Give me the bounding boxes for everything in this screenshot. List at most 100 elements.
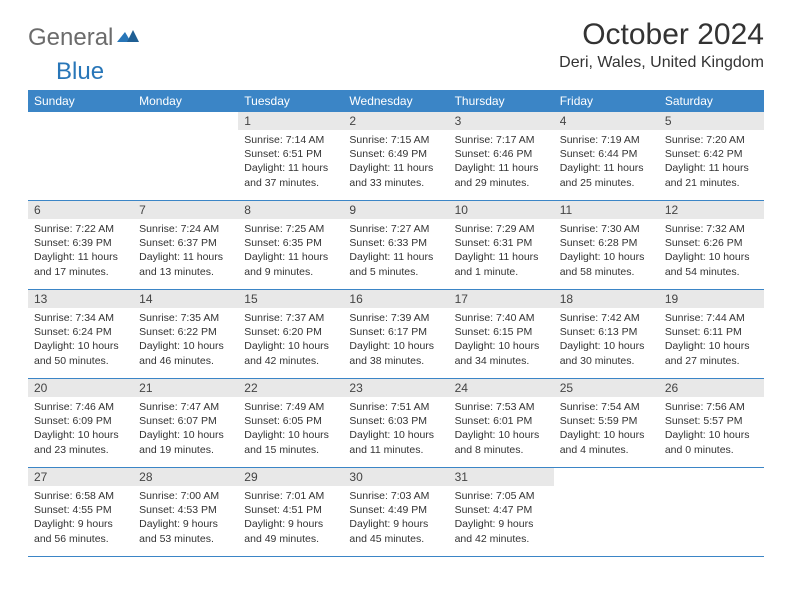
day-number: 6 — [28, 201, 133, 219]
day-details: Sunrise: 7:56 AMSunset: 5:57 PMDaylight:… — [659, 397, 764, 461]
day-number: 31 — [449, 468, 554, 486]
day-number: 24 — [449, 379, 554, 397]
day-details: Sunrise: 7:19 AMSunset: 6:44 PMDaylight:… — [554, 130, 659, 194]
dow-header-row: SundayMondayTuesdayWednesdayThursdayFrid… — [28, 90, 764, 112]
day-number: 28 — [133, 468, 238, 486]
day-number: 7 — [133, 201, 238, 219]
day-number: 22 — [238, 379, 343, 397]
day-details: Sunrise: 7:54 AMSunset: 5:59 PMDaylight:… — [554, 397, 659, 461]
day-number: 29 — [238, 468, 343, 486]
day-number: 11 — [554, 201, 659, 219]
calendar-grid: SundayMondayTuesdayWednesdayThursdayFrid… — [28, 90, 764, 557]
dow-cell: Saturday — [659, 90, 764, 112]
day-number: 12 — [659, 201, 764, 219]
day-number: 19 — [659, 290, 764, 308]
day-cell: 3Sunrise: 7:17 AMSunset: 6:46 PMDaylight… — [449, 112, 554, 200]
week-row: 27Sunrise: 6:58 AMSunset: 4:55 PMDayligh… — [28, 468, 764, 557]
day-number: 26 — [659, 379, 764, 397]
day-cell: . — [659, 468, 764, 556]
day-cell: 30Sunrise: 7:03 AMSunset: 4:49 PMDayligh… — [343, 468, 448, 556]
day-cell: . — [133, 112, 238, 200]
day-number: 17 — [449, 290, 554, 308]
day-number: 27 — [28, 468, 133, 486]
brand-flag-icon — [117, 28, 139, 49]
day-details: Sunrise: 7:05 AMSunset: 4:47 PMDaylight:… — [449, 486, 554, 550]
day-number: 4 — [554, 112, 659, 130]
day-cell: 19Sunrise: 7:44 AMSunset: 6:11 PMDayligh… — [659, 290, 764, 378]
dow-cell: Monday — [133, 90, 238, 112]
day-details: Sunrise: 7:29 AMSunset: 6:31 PMDaylight:… — [449, 219, 554, 283]
day-details: Sunrise: 7:44 AMSunset: 6:11 PMDaylight:… — [659, 308, 764, 372]
month-title: October 2024 — [559, 18, 764, 52]
day-cell: 29Sunrise: 7:01 AMSunset: 4:51 PMDayligh… — [238, 468, 343, 556]
day-details: Sunrise: 7:37 AMSunset: 6:20 PMDaylight:… — [238, 308, 343, 372]
day-cell: 14Sunrise: 7:35 AMSunset: 6:22 PMDayligh… — [133, 290, 238, 378]
day-cell: 10Sunrise: 7:29 AMSunset: 6:31 PMDayligh… — [449, 201, 554, 289]
week-row: 13Sunrise: 7:34 AMSunset: 6:24 PMDayligh… — [28, 290, 764, 379]
day-number: 13 — [28, 290, 133, 308]
day-cell: 18Sunrise: 7:42 AMSunset: 6:13 PMDayligh… — [554, 290, 659, 378]
day-cell: 7Sunrise: 7:24 AMSunset: 6:37 PMDaylight… — [133, 201, 238, 289]
day-number: 5 — [659, 112, 764, 130]
day-details: Sunrise: 6:58 AMSunset: 4:55 PMDaylight:… — [28, 486, 133, 550]
day-details: Sunrise: 7:03 AMSunset: 4:49 PMDaylight:… — [343, 486, 448, 550]
brand-part1: General — [28, 24, 113, 52]
day-cell: 27Sunrise: 6:58 AMSunset: 4:55 PMDayligh… — [28, 468, 133, 556]
day-number: 3 — [449, 112, 554, 130]
day-cell: 23Sunrise: 7:51 AMSunset: 6:03 PMDayligh… — [343, 379, 448, 467]
weeks-container: . . 1Sunrise: 7:14 AMSunset: 6:51 PMDayl… — [28, 112, 764, 557]
day-cell: 13Sunrise: 7:34 AMSunset: 6:24 PMDayligh… — [28, 290, 133, 378]
day-cell: 17Sunrise: 7:40 AMSunset: 6:15 PMDayligh… — [449, 290, 554, 378]
day-cell: 12Sunrise: 7:32 AMSunset: 6:26 PMDayligh… — [659, 201, 764, 289]
day-cell: 9Sunrise: 7:27 AMSunset: 6:33 PMDaylight… — [343, 201, 448, 289]
day-cell: 2Sunrise: 7:15 AMSunset: 6:49 PMDaylight… — [343, 112, 448, 200]
day-cell: 1Sunrise: 7:14 AMSunset: 6:51 PMDaylight… — [238, 112, 343, 200]
week-row: 6Sunrise: 7:22 AMSunset: 6:39 PMDaylight… — [28, 201, 764, 290]
day-cell: 22Sunrise: 7:49 AMSunset: 6:05 PMDayligh… — [238, 379, 343, 467]
day-cell: 4Sunrise: 7:19 AMSunset: 6:44 PMDaylight… — [554, 112, 659, 200]
brand-logo: General — [28, 18, 141, 52]
day-details: Sunrise: 7:32 AMSunset: 6:26 PMDaylight:… — [659, 219, 764, 283]
day-cell: 24Sunrise: 7:53 AMSunset: 6:01 PMDayligh… — [449, 379, 554, 467]
day-details: Sunrise: 7:14 AMSunset: 6:51 PMDaylight:… — [238, 130, 343, 194]
day-details: Sunrise: 7:47 AMSunset: 6:07 PMDaylight:… — [133, 397, 238, 461]
day-details: Sunrise: 7:22 AMSunset: 6:39 PMDaylight:… — [28, 219, 133, 283]
day-details: Sunrise: 7:46 AMSunset: 6:09 PMDaylight:… — [28, 397, 133, 461]
day-cell: 20Sunrise: 7:46 AMSunset: 6:09 PMDayligh… — [28, 379, 133, 467]
day-number: 10 — [449, 201, 554, 219]
day-cell: . — [554, 468, 659, 556]
day-cell: 28Sunrise: 7:00 AMSunset: 4:53 PMDayligh… — [133, 468, 238, 556]
day-cell: 16Sunrise: 7:39 AMSunset: 6:17 PMDayligh… — [343, 290, 448, 378]
day-details: Sunrise: 7:40 AMSunset: 6:15 PMDaylight:… — [449, 308, 554, 372]
week-row: 20Sunrise: 7:46 AMSunset: 6:09 PMDayligh… — [28, 379, 764, 468]
dow-cell: Tuesday — [238, 90, 343, 112]
week-row: . . 1Sunrise: 7:14 AMSunset: 6:51 PMDayl… — [28, 112, 764, 201]
day-number: 9 — [343, 201, 448, 219]
day-details: Sunrise: 7:15 AMSunset: 6:49 PMDaylight:… — [343, 130, 448, 194]
dow-cell: Sunday — [28, 90, 133, 112]
day-number: 16 — [343, 290, 448, 308]
day-number: 8 — [238, 201, 343, 219]
day-cell: 26Sunrise: 7:56 AMSunset: 5:57 PMDayligh… — [659, 379, 764, 467]
day-cell: 11Sunrise: 7:30 AMSunset: 6:28 PMDayligh… — [554, 201, 659, 289]
day-details: Sunrise: 7:39 AMSunset: 6:17 PMDaylight:… — [343, 308, 448, 372]
day-details: Sunrise: 7:35 AMSunset: 6:22 PMDaylight:… — [133, 308, 238, 372]
day-number: 1 — [238, 112, 343, 130]
day-number: 25 — [554, 379, 659, 397]
day-number: 30 — [343, 468, 448, 486]
calendar-page: General October 2024 Deri, Wales, United… — [0, 0, 792, 575]
day-cell: 5Sunrise: 7:20 AMSunset: 6:42 PMDaylight… — [659, 112, 764, 200]
day-number: 20 — [28, 379, 133, 397]
day-cell: 31Sunrise: 7:05 AMSunset: 4:47 PMDayligh… — [449, 468, 554, 556]
day-details: Sunrise: 7:20 AMSunset: 6:42 PMDaylight:… — [659, 130, 764, 194]
day-details: Sunrise: 7:01 AMSunset: 4:51 PMDaylight:… — [238, 486, 343, 550]
day-details: Sunrise: 7:51 AMSunset: 6:03 PMDaylight:… — [343, 397, 448, 461]
day-details: Sunrise: 7:17 AMSunset: 6:46 PMDaylight:… — [449, 130, 554, 194]
day-details: Sunrise: 7:24 AMSunset: 6:37 PMDaylight:… — [133, 219, 238, 283]
dow-cell: Wednesday — [343, 90, 448, 112]
day-details: Sunrise: 7:49 AMSunset: 6:05 PMDaylight:… — [238, 397, 343, 461]
day-details: Sunrise: 7:27 AMSunset: 6:33 PMDaylight:… — [343, 219, 448, 283]
day-details: Sunrise: 7:00 AMSunset: 4:53 PMDaylight:… — [133, 486, 238, 550]
dow-cell: Thursday — [449, 90, 554, 112]
day-details: Sunrise: 7:42 AMSunset: 6:13 PMDaylight:… — [554, 308, 659, 372]
